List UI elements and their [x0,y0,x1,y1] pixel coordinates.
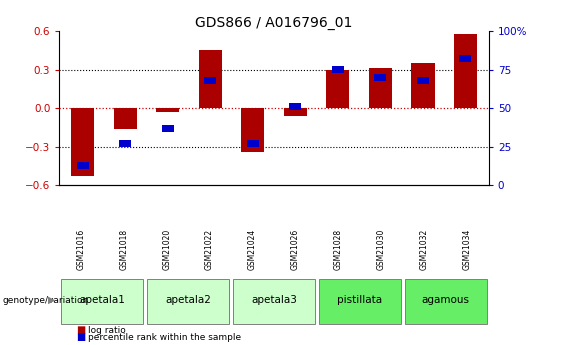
Text: GSM21030: GSM21030 [377,229,386,270]
Bar [156,108,180,112]
Bar [326,70,350,108]
Text: GSM21032: GSM21032 [420,229,429,270]
Text: agamous: agamous [422,295,470,305]
Text: GSM21034: GSM21034 [463,229,472,270]
FancyBboxPatch shape [61,278,144,324]
Text: GSM21026: GSM21026 [291,229,300,270]
Bar [241,108,264,152]
FancyBboxPatch shape [319,278,401,324]
Text: ■: ■ [76,325,85,335]
Text: GSM21028: GSM21028 [334,229,343,270]
Text: GSM21024: GSM21024 [248,229,257,270]
Text: percentile rank within the sample: percentile rank within the sample [88,333,241,342]
Text: log ratio: log ratio [88,326,125,335]
Bar [247,140,259,147]
FancyBboxPatch shape [147,278,229,324]
Bar [114,108,137,129]
Bar [119,140,131,147]
Bar [332,66,344,73]
Bar [459,55,471,62]
Text: apetala1: apetala1 [79,295,125,305]
FancyBboxPatch shape [405,278,487,324]
Text: pistillata: pistillata [337,295,383,305]
Text: GSM21018: GSM21018 [119,229,128,270]
Bar [454,33,477,108]
Text: genotype/variation: genotype/variation [3,296,89,305]
Bar [289,103,301,110]
Bar [205,77,216,84]
Bar [375,74,386,81]
Bar [417,77,429,84]
FancyBboxPatch shape [233,278,315,324]
Bar [198,50,222,108]
Text: GSM21020: GSM21020 [162,229,171,270]
Text: GSM21022: GSM21022 [205,229,214,270]
Text: apetala2: apetala2 [165,295,211,305]
Title: GDS866 / A016796_01: GDS866 / A016796_01 [195,16,353,30]
Text: apetala3: apetala3 [251,295,297,305]
Bar [411,63,434,108]
Bar [368,68,392,108]
Bar [77,161,89,169]
Text: ▶: ▶ [48,295,55,305]
Bar [162,125,173,131]
Bar [284,108,307,116]
Text: GSM21016: GSM21016 [76,229,85,270]
Bar [71,108,94,176]
Text: ■: ■ [76,332,85,342]
